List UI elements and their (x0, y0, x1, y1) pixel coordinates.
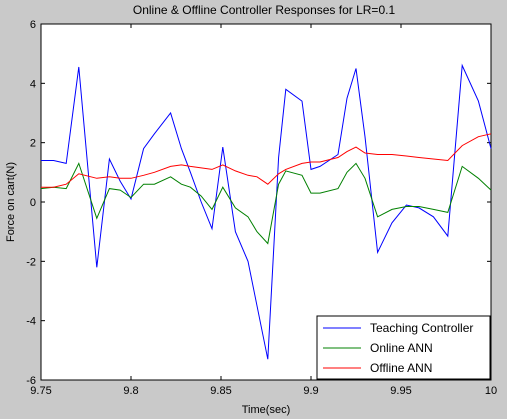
y-tick-label: -2 (26, 256, 36, 268)
x-tick-label: 9.8 (123, 385, 138, 397)
y-axis-label: Force on cart(N) (5, 162, 17, 242)
y-tick-label: -4 (26, 316, 36, 328)
legend-label-2: Offline ANN (370, 361, 432, 375)
y-tick-label: 6 (30, 19, 36, 31)
x-axis-label: Time(sec) (242, 404, 290, 416)
x-axis: 9.75 9.8 9.85 9.9 9.95 10 (30, 24, 497, 397)
series-line-2 (41, 133, 492, 188)
y-tick-label: -6 (26, 375, 36, 387)
legend-label-1: Online ANN (370, 341, 433, 355)
y-tick-label: 2 (30, 138, 36, 150)
x-tick-label: 9.9 (303, 385, 318, 397)
y-tick-label: 0 (30, 197, 36, 209)
series-line-0 (41, 63, 492, 360)
x-tick-label: 10 (485, 385, 497, 397)
legend: Teaching Controller Online ANN Offline ANN (316, 315, 491, 380)
legend-label-0: Teaching Controller (370, 321, 473, 335)
series-group (40, 63, 492, 360)
x-tick-label: 9.95 (390, 385, 411, 397)
chart-title: Online & Offline Controller Responses fo… (133, 3, 396, 17)
series-line-1 (40, 162, 492, 245)
x-tick-label: 9.85 (210, 385, 231, 397)
x-tick-label: 9.75 (30, 385, 51, 397)
y-tick-label: 4 (30, 78, 36, 90)
